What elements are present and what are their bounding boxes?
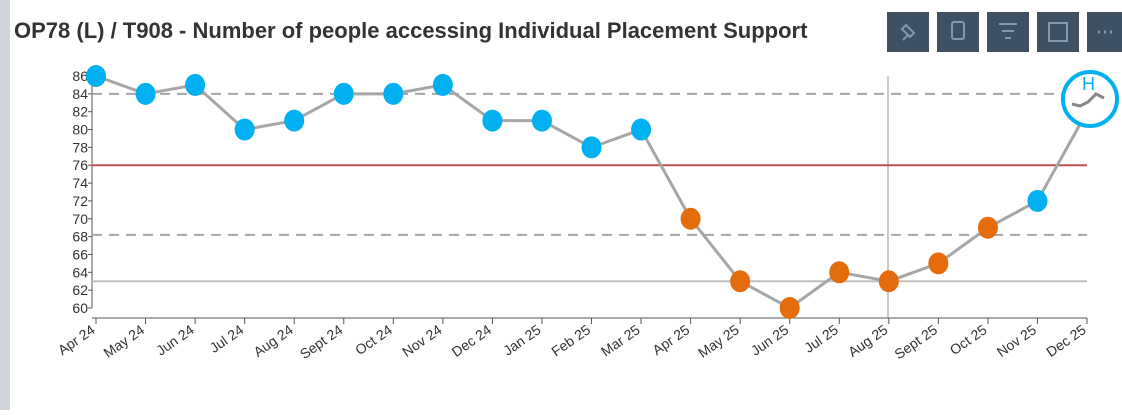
data-point <box>829 261 850 284</box>
x-tick-label: Dec 25 <box>1043 321 1089 360</box>
x-tick-label: Feb 25 <box>548 321 593 359</box>
data-point <box>928 252 949 275</box>
left-edge <box>0 0 10 410</box>
data-point <box>531 109 552 132</box>
svg-text:H: H <box>1082 74 1095 94</box>
y-tick-label: 66 <box>72 246 88 262</box>
data-point <box>482 109 503 132</box>
data-point <box>234 118 255 141</box>
data-point <box>730 270 751 293</box>
x-tick-label: Apr 25 <box>649 321 692 358</box>
data-point <box>185 73 206 96</box>
expand-button[interactable] <box>1037 12 1079 52</box>
x-tick-label: Nov 25 <box>994 321 1040 360</box>
y-tick-label: 60 <box>72 300 88 316</box>
x-tick-label: Jun 24 <box>153 321 197 358</box>
x-tick-label: May 24 <box>100 321 147 361</box>
data-point <box>135 82 156 105</box>
y-tick-label: 64 <box>72 264 88 280</box>
copy-button[interactable] <box>937 12 979 52</box>
y-tick-label: 74 <box>72 175 88 191</box>
data-point <box>333 82 354 105</box>
chart-title: OP78 (L) / T908 - Number of people acces… <box>14 18 808 43</box>
copy-icon <box>951 21 965 40</box>
x-tick-label: Jul 25 <box>801 321 841 356</box>
logo: H <box>1061 70 1119 128</box>
data-point <box>779 297 800 319</box>
y-tick-label: 78 <box>72 139 88 155</box>
y-tick-label: 70 <box>72 211 88 227</box>
expand-icon <box>1048 22 1068 42</box>
data-point <box>284 109 305 132</box>
data-point <box>383 82 404 105</box>
x-tick-label: Nov 24 <box>399 321 445 360</box>
x-tick-label: Jun 25 <box>748 321 792 358</box>
toolbar <box>887 12 1122 52</box>
x-tick-label: Oct 24 <box>352 321 395 358</box>
pin-icon <box>900 23 916 41</box>
x-tick-label: Sept 24 <box>297 321 346 362</box>
pin-button[interactable] <box>887 12 929 52</box>
x-tick-label: Apr 24 <box>55 321 98 358</box>
x-tick-label: Dec 24 <box>449 321 495 360</box>
data-point <box>631 118 652 141</box>
x-tick-label: Jan 25 <box>500 321 544 358</box>
x-tick-label: May 25 <box>695 321 742 361</box>
y-tick-label: 82 <box>72 104 88 120</box>
y-tick-label: 72 <box>72 193 88 209</box>
data-point <box>86 65 106 87</box>
data-point <box>878 270 899 293</box>
x-tick-label: Aug 24 <box>250 321 296 360</box>
y-tick-label: 76 <box>72 157 88 173</box>
y-tick-label: 86 <box>72 68 88 84</box>
data-point <box>581 136 602 159</box>
x-tick-label: Aug 25 <box>845 321 891 360</box>
filter-icon <box>999 23 1017 39</box>
data-point <box>977 216 998 239</box>
x-tick-label: Mar 25 <box>598 321 643 359</box>
data-point <box>680 207 701 230</box>
x-tick-label: Sept 25 <box>891 321 940 362</box>
data-point <box>1027 189 1048 212</box>
y-tick-label: 84 <box>72 86 88 102</box>
y-tick-label: 80 <box>72 122 88 138</box>
x-tick-label: Oct 25 <box>947 321 990 358</box>
y-tick-label: 62 <box>72 282 88 298</box>
y-tick-label: 68 <box>72 229 88 245</box>
x-tick-label: Jul 24 <box>207 321 247 356</box>
data-point <box>432 73 453 96</box>
